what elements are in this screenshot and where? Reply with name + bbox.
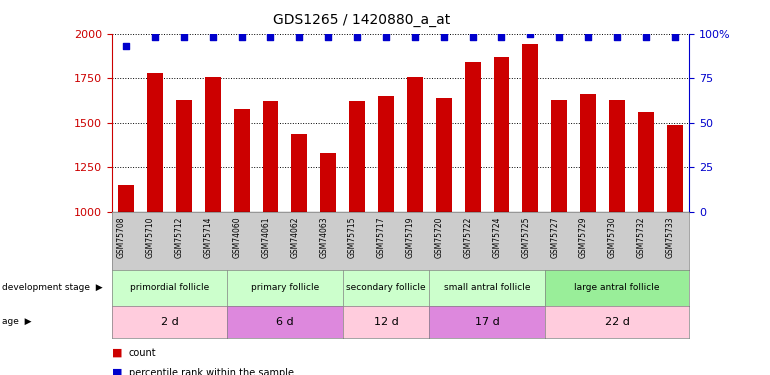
Bar <box>378 96 394 212</box>
Point <box>582 34 594 40</box>
Bar <box>118 185 134 212</box>
Text: small antral follicle: small antral follicle <box>444 284 531 292</box>
Text: GSM75725: GSM75725 <box>521 216 531 258</box>
Bar <box>464 62 480 212</box>
Text: GSM74062: GSM74062 <box>290 216 300 258</box>
Bar <box>176 100 192 212</box>
Point <box>524 31 537 37</box>
Text: secondary follicle: secondary follicle <box>346 284 426 292</box>
Point <box>264 34 276 40</box>
Text: development stage  ▶: development stage ▶ <box>2 284 102 292</box>
Point <box>611 34 623 40</box>
Bar <box>522 45 538 212</box>
Text: percentile rank within the sample: percentile rank within the sample <box>129 368 293 375</box>
Text: GDS1265 / 1420880_a_at: GDS1265 / 1420880_a_at <box>273 13 450 27</box>
Text: primary follicle: primary follicle <box>251 284 319 292</box>
Bar <box>407 76 423 212</box>
Text: age  ▶: age ▶ <box>2 317 31 326</box>
Text: 12 d: 12 d <box>373 316 398 327</box>
Point <box>553 34 565 40</box>
Point <box>495 34 507 40</box>
Bar <box>233 109 249 212</box>
Bar <box>667 124 683 212</box>
Text: ■: ■ <box>112 368 122 375</box>
Bar <box>349 102 365 212</box>
Point <box>206 34 219 40</box>
Bar <box>609 100 625 212</box>
Bar <box>291 134 307 212</box>
Text: GSM75712: GSM75712 <box>175 216 184 258</box>
Text: GSM75729: GSM75729 <box>579 216 588 258</box>
Text: large antral follicle: large antral follicle <box>574 284 660 292</box>
Text: GSM75733: GSM75733 <box>666 216 675 258</box>
Point <box>178 34 190 40</box>
Text: GSM75714: GSM75714 <box>204 216 213 258</box>
Text: GSM74063: GSM74063 <box>320 216 328 258</box>
Text: GSM75717: GSM75717 <box>377 216 386 258</box>
Bar <box>580 94 596 212</box>
Bar <box>494 57 510 212</box>
Text: GSM75730: GSM75730 <box>608 216 617 258</box>
Text: 2 d: 2 d <box>160 316 179 327</box>
Bar <box>205 76 221 212</box>
Text: GSM75722: GSM75722 <box>464 216 473 258</box>
Text: GSM75720: GSM75720 <box>435 216 444 258</box>
Point <box>236 34 248 40</box>
Point <box>437 34 450 40</box>
Text: GSM75708: GSM75708 <box>117 216 126 258</box>
Text: GSM75710: GSM75710 <box>146 216 155 258</box>
Point <box>351 34 363 40</box>
Point <box>380 34 392 40</box>
Text: primordial follicle: primordial follicle <box>130 284 209 292</box>
Point <box>668 34 681 40</box>
Text: GSM75724: GSM75724 <box>493 216 501 258</box>
Text: ■: ■ <box>112 348 122 357</box>
Point <box>120 43 132 49</box>
Bar <box>263 102 279 212</box>
Text: GSM74060: GSM74060 <box>233 216 242 258</box>
Point <box>409 34 421 40</box>
Text: 22 d: 22 d <box>604 316 629 327</box>
Text: GSM75715: GSM75715 <box>348 216 357 258</box>
Text: 6 d: 6 d <box>276 316 293 327</box>
Text: GSM75732: GSM75732 <box>637 216 646 258</box>
Bar <box>147 73 163 212</box>
Point <box>322 34 334 40</box>
Bar <box>638 112 654 212</box>
Point <box>467 34 479 40</box>
Text: count: count <box>129 348 156 357</box>
Point <box>640 34 652 40</box>
Text: GSM75727: GSM75727 <box>551 216 559 258</box>
Bar <box>436 98 452 212</box>
Text: GSM75719: GSM75719 <box>406 216 415 258</box>
Bar <box>320 153 336 212</box>
Text: 17 d: 17 d <box>474 316 500 327</box>
Text: GSM74061: GSM74061 <box>262 216 270 258</box>
Point <box>149 34 161 40</box>
Point <box>293 34 306 40</box>
Bar <box>551 100 567 212</box>
